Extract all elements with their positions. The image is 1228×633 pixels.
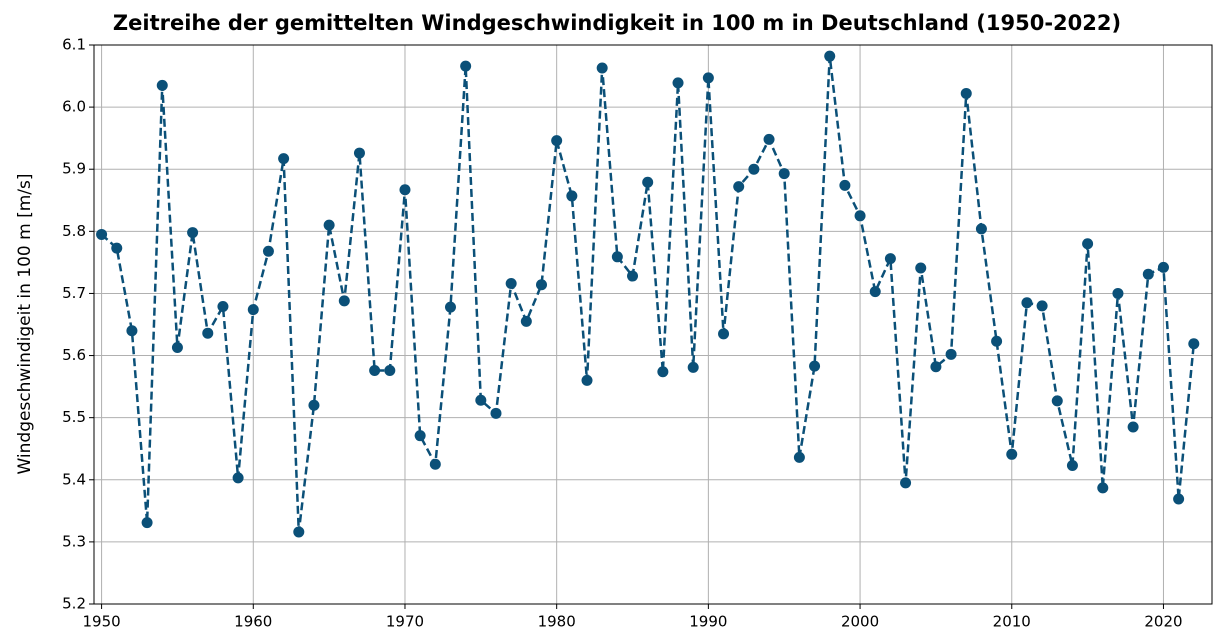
y-tick-label: 6.0 (62, 98, 86, 116)
y-axis-label: Windgeschwindigeit in 100 m [m/s] (15, 173, 35, 474)
chart-title: Zeitreihe der gemittelten Windgeschwindi… (113, 11, 1121, 35)
data-point (839, 179, 851, 191)
data-point (702, 72, 714, 84)
data-point (1142, 268, 1154, 280)
data-point (611, 251, 623, 263)
data-point (278, 153, 290, 165)
data-point (202, 327, 214, 339)
plot-frame (93, 44, 1213, 605)
data-point (596, 62, 608, 74)
data-point (581, 374, 593, 386)
y-tick-label: 6.1 (62, 36, 86, 54)
data-point (444, 301, 456, 313)
data-point (171, 341, 183, 353)
data-point (991, 335, 1003, 347)
y-tick-label: 5.2 (62, 595, 86, 613)
data-point (1082, 238, 1094, 250)
data-point (232, 472, 244, 484)
data-line (100, 56, 1196, 533)
data-point (672, 77, 684, 89)
data-point (884, 253, 896, 265)
data-point (733, 181, 745, 193)
data-point (293, 526, 305, 538)
y-tick-label: 5.7 (62, 284, 86, 302)
data-point (369, 364, 381, 376)
data-point (262, 245, 274, 257)
data-point (308, 399, 320, 411)
data-point (763, 133, 775, 145)
data-point (1188, 338, 1200, 350)
data-point (247, 304, 259, 316)
data-point (460, 60, 472, 72)
y-tick-label: 5.8 (62, 222, 86, 240)
y-tick-label: 5.4 (62, 470, 86, 488)
data-point (429, 458, 441, 470)
y-tick-label: 5.5 (62, 408, 86, 426)
data-point (900, 477, 912, 489)
data-point (824, 50, 836, 62)
x-tick-label: 1980 (538, 613, 576, 631)
data-point (809, 360, 821, 372)
x-tick-label: 1990 (689, 613, 727, 631)
data-point (1021, 297, 1033, 309)
data-point (475, 394, 487, 406)
data-point (141, 517, 153, 529)
data-point (718, 328, 730, 340)
data-point (945, 348, 957, 360)
data-point (1066, 459, 1078, 471)
data-point (854, 210, 866, 222)
data-point (156, 79, 168, 91)
data-point (126, 325, 138, 337)
data-point (627, 270, 639, 282)
data-point (566, 190, 578, 202)
data-point (778, 168, 790, 180)
data-point (1051, 395, 1063, 407)
data-point (323, 219, 335, 231)
data-point (975, 223, 987, 235)
data-point (414, 430, 426, 442)
data-point (930, 361, 942, 373)
data-point (1006, 448, 1018, 460)
x-tick-label: 2010 (993, 613, 1031, 631)
y-tick-label: 5.9 (62, 160, 86, 178)
data-point (536, 279, 548, 291)
data-point (1157, 261, 1169, 273)
data-point (1097, 482, 1109, 494)
data-point (657, 366, 669, 378)
data-point (490, 407, 502, 419)
data-point (915, 262, 927, 274)
data-point (1112, 287, 1124, 299)
data-point (187, 227, 199, 239)
data-point (687, 361, 699, 373)
data-point (551, 135, 563, 147)
y-tick-label: 5.6 (62, 346, 86, 364)
data-point (793, 451, 805, 463)
data-point (1036, 300, 1048, 312)
data-point (399, 184, 411, 196)
data-point (520, 315, 532, 327)
data-point (1127, 421, 1139, 433)
data-point (96, 228, 108, 240)
data-point (217, 300, 229, 312)
data-point (505, 278, 517, 290)
x-tick-label: 2000 (841, 613, 879, 631)
data-point (338, 295, 350, 307)
data-point (869, 286, 881, 298)
data-point (111, 242, 123, 254)
x-tick-label: 1960 (234, 613, 272, 631)
x-tick-label: 2020 (1144, 613, 1182, 631)
data-point (353, 147, 365, 159)
data-point (960, 87, 972, 99)
data-point (642, 176, 654, 188)
y-tick-label: 5.3 (62, 532, 86, 550)
x-tick-label: 1970 (386, 613, 424, 631)
data-point (748, 163, 760, 175)
data-point (1173, 493, 1185, 505)
data-point (384, 364, 396, 376)
x-tick-label: 1950 (82, 613, 120, 631)
